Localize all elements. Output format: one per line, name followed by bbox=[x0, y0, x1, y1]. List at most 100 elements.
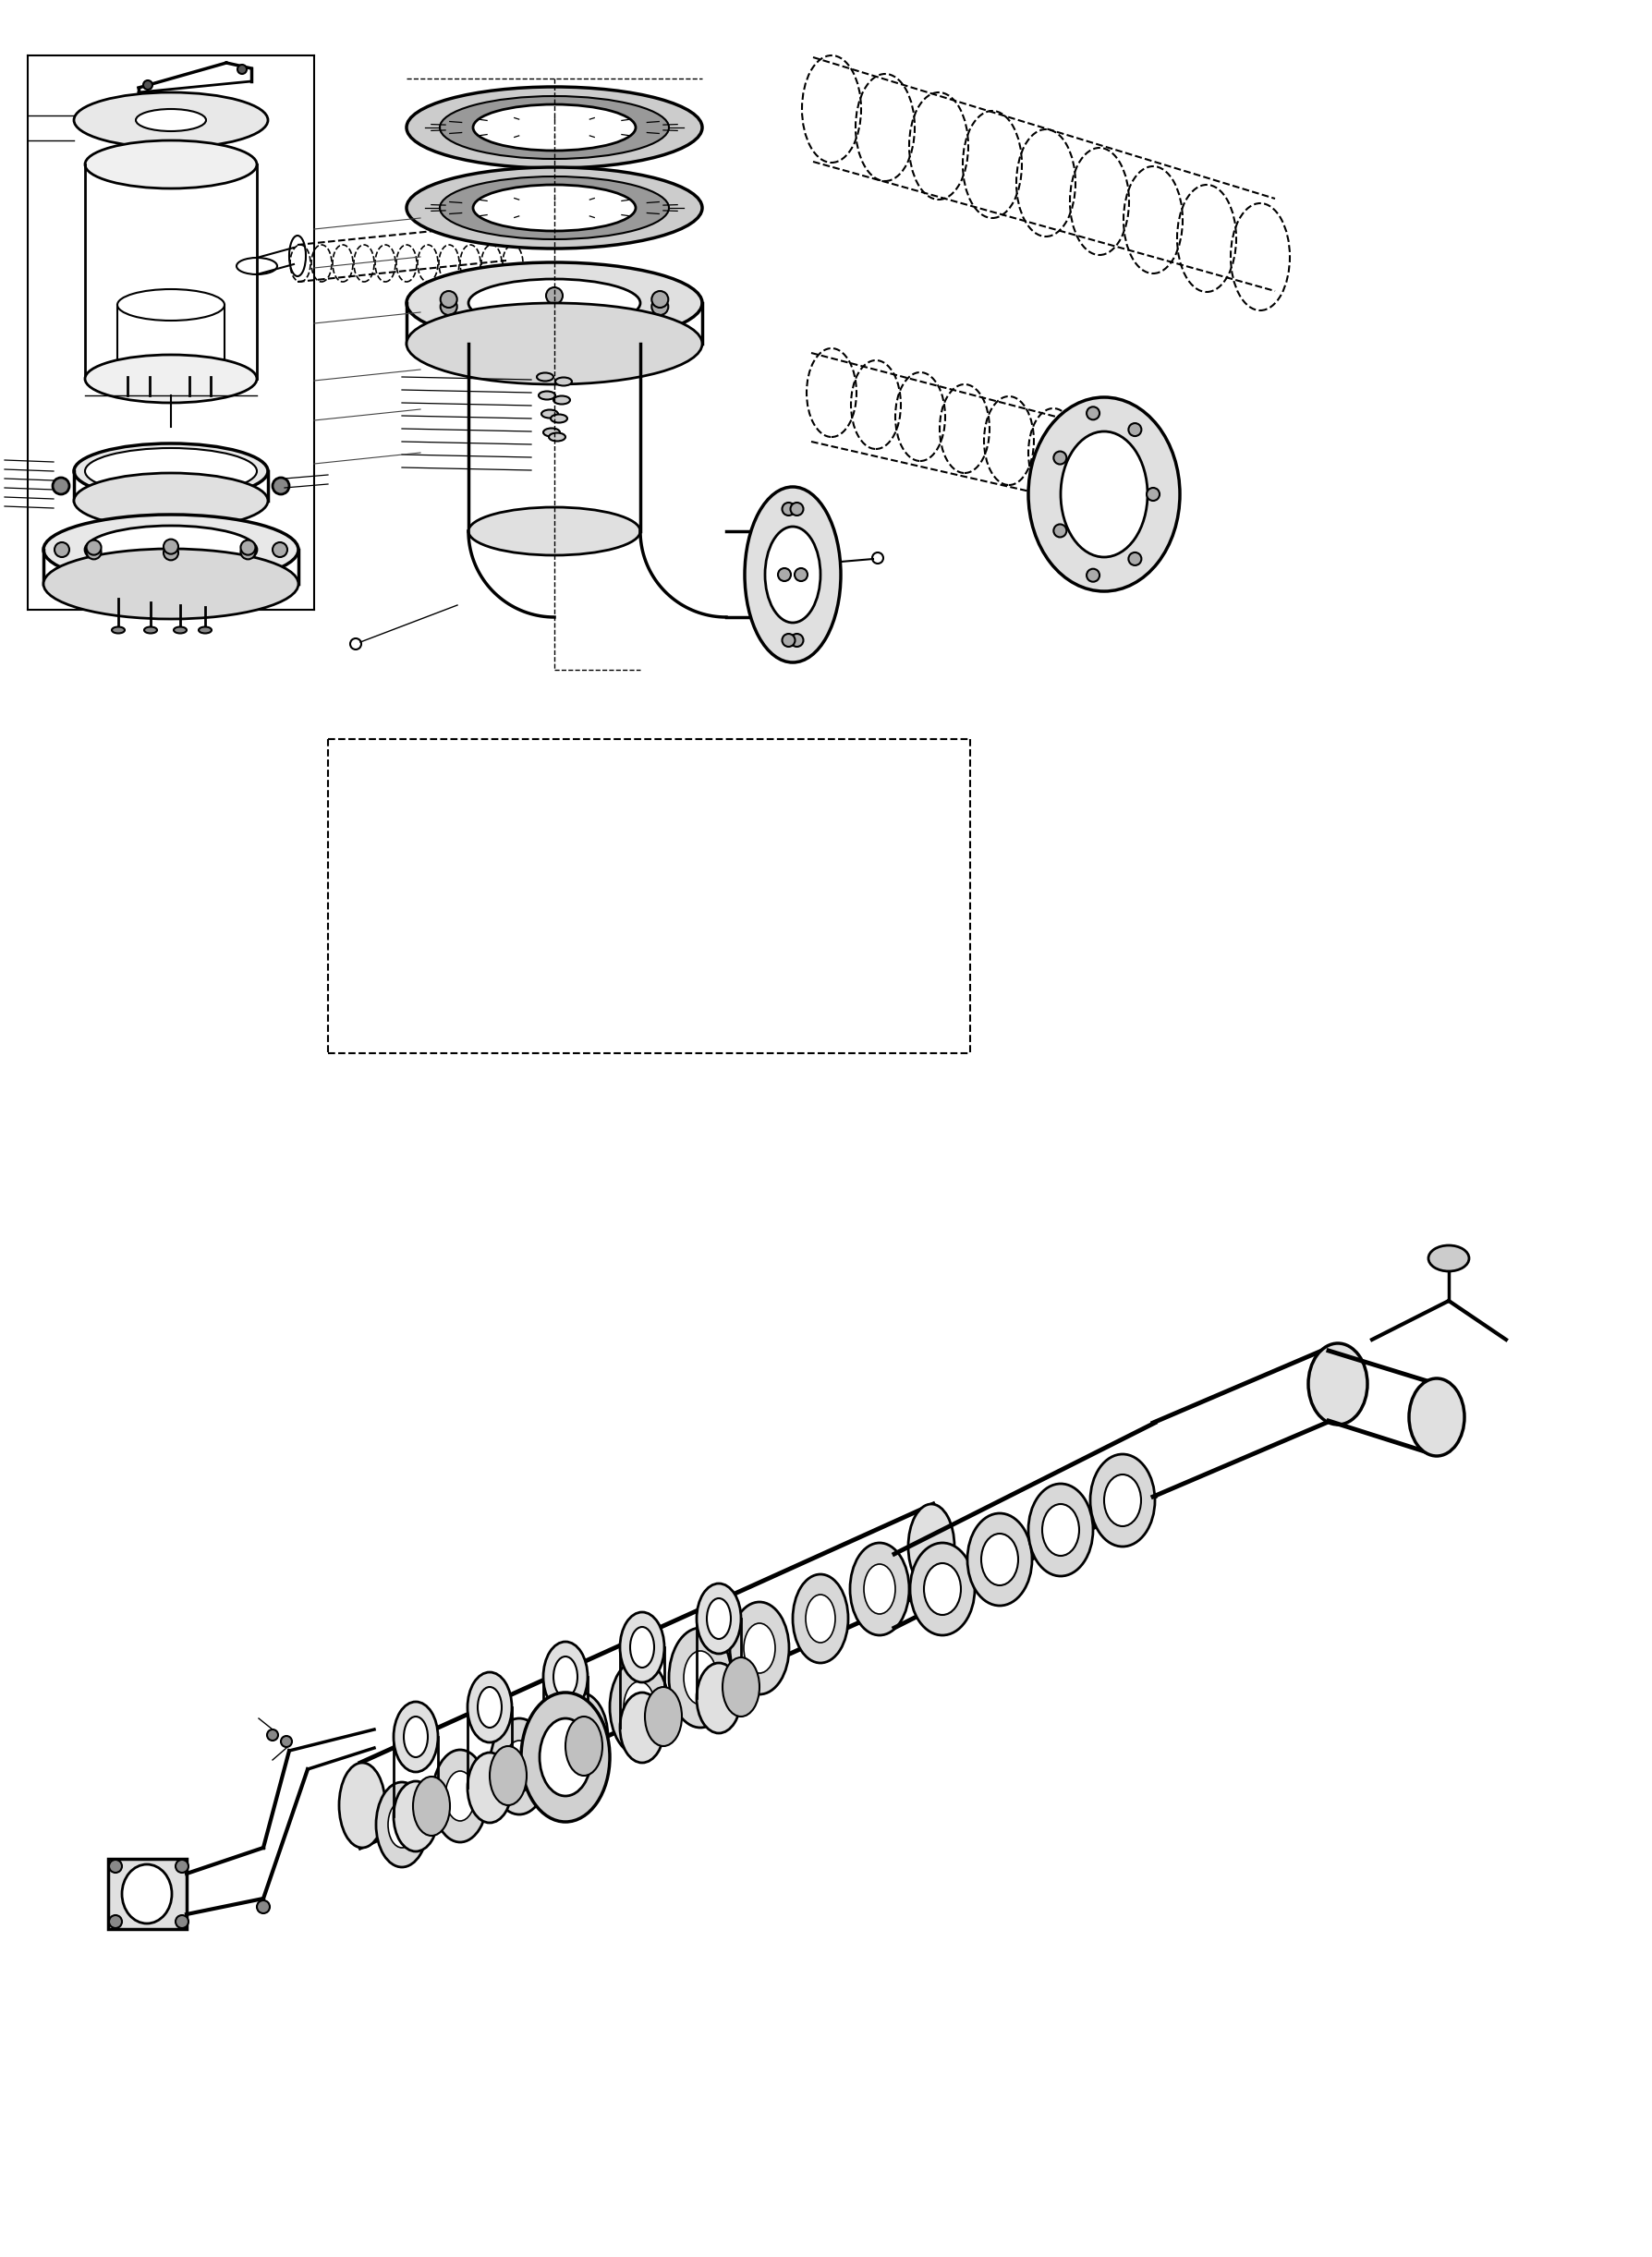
Ellipse shape bbox=[198, 627, 211, 634]
Ellipse shape bbox=[537, 372, 553, 381]
Ellipse shape bbox=[472, 185, 636, 230]
Ellipse shape bbox=[730, 1602, 790, 1695]
Circle shape bbox=[1087, 569, 1100, 582]
Ellipse shape bbox=[722, 1657, 760, 1718]
Circle shape bbox=[441, 291, 458, 307]
Ellipse shape bbox=[864, 1564, 895, 1614]
Ellipse shape bbox=[909, 1503, 955, 1589]
Ellipse shape bbox=[544, 429, 560, 436]
Ellipse shape bbox=[552, 1693, 608, 1781]
Ellipse shape bbox=[1028, 397, 1180, 591]
Ellipse shape bbox=[439, 176, 669, 239]
Circle shape bbox=[547, 287, 563, 305]
Ellipse shape bbox=[117, 289, 225, 320]
Circle shape bbox=[781, 503, 795, 515]
Circle shape bbox=[55, 542, 69, 557]
Ellipse shape bbox=[468, 1672, 512, 1742]
Ellipse shape bbox=[743, 1623, 775, 1672]
Ellipse shape bbox=[1090, 1454, 1155, 1546]
Ellipse shape bbox=[144, 627, 157, 634]
Ellipse shape bbox=[669, 1627, 732, 1727]
Ellipse shape bbox=[43, 548, 299, 618]
Ellipse shape bbox=[544, 1641, 588, 1711]
Circle shape bbox=[164, 546, 178, 560]
Ellipse shape bbox=[1061, 431, 1148, 557]
Circle shape bbox=[164, 539, 178, 553]
Ellipse shape bbox=[542, 411, 558, 418]
Circle shape bbox=[547, 302, 563, 318]
Circle shape bbox=[795, 569, 808, 580]
Ellipse shape bbox=[553, 395, 570, 404]
Circle shape bbox=[273, 542, 287, 557]
Ellipse shape bbox=[697, 1663, 742, 1733]
Ellipse shape bbox=[43, 515, 299, 585]
Ellipse shape bbox=[684, 1650, 717, 1704]
Ellipse shape bbox=[644, 1686, 682, 1747]
Ellipse shape bbox=[472, 104, 636, 151]
Ellipse shape bbox=[544, 1722, 588, 1792]
Ellipse shape bbox=[968, 1512, 1032, 1605]
Ellipse shape bbox=[550, 415, 567, 422]
Ellipse shape bbox=[981, 1533, 1018, 1584]
Circle shape bbox=[281, 1736, 292, 1747]
Ellipse shape bbox=[446, 1772, 474, 1821]
Ellipse shape bbox=[1104, 1474, 1142, 1526]
Circle shape bbox=[651, 298, 669, 316]
Ellipse shape bbox=[74, 442, 268, 499]
Ellipse shape bbox=[393, 1702, 438, 1772]
Circle shape bbox=[268, 1729, 278, 1740]
Ellipse shape bbox=[610, 1659, 669, 1756]
Ellipse shape bbox=[624, 1681, 656, 1733]
Ellipse shape bbox=[697, 1584, 742, 1654]
Ellipse shape bbox=[413, 1776, 449, 1835]
Circle shape bbox=[790, 503, 803, 515]
Ellipse shape bbox=[620, 1693, 664, 1763]
Ellipse shape bbox=[629, 1627, 654, 1668]
Ellipse shape bbox=[793, 1575, 847, 1663]
Circle shape bbox=[175, 1916, 188, 1927]
Ellipse shape bbox=[112, 627, 126, 634]
Ellipse shape bbox=[406, 302, 702, 384]
Ellipse shape bbox=[806, 1596, 836, 1643]
Ellipse shape bbox=[74, 93, 268, 147]
Ellipse shape bbox=[406, 262, 702, 343]
Ellipse shape bbox=[406, 86, 702, 167]
Ellipse shape bbox=[540, 1718, 591, 1797]
Ellipse shape bbox=[84, 140, 256, 190]
Ellipse shape bbox=[393, 1781, 438, 1851]
Ellipse shape bbox=[122, 1864, 172, 1923]
Circle shape bbox=[273, 478, 289, 494]
Ellipse shape bbox=[433, 1749, 487, 1842]
Ellipse shape bbox=[548, 433, 565, 440]
Circle shape bbox=[109, 1860, 122, 1873]
Ellipse shape bbox=[489, 1747, 527, 1806]
Ellipse shape bbox=[745, 488, 841, 661]
Circle shape bbox=[441, 298, 458, 316]
Ellipse shape bbox=[565, 1713, 595, 1760]
Ellipse shape bbox=[173, 627, 187, 634]
Circle shape bbox=[1087, 406, 1100, 420]
Circle shape bbox=[1054, 451, 1067, 465]
Ellipse shape bbox=[553, 1657, 578, 1697]
Ellipse shape bbox=[468, 1754, 512, 1824]
Ellipse shape bbox=[565, 1718, 603, 1776]
Circle shape bbox=[86, 544, 101, 560]
Ellipse shape bbox=[406, 167, 702, 248]
Circle shape bbox=[53, 478, 69, 494]
Circle shape bbox=[86, 539, 101, 555]
Bar bbox=[107, 1860, 187, 1930]
Ellipse shape bbox=[439, 97, 669, 158]
Circle shape bbox=[109, 1916, 122, 1927]
Circle shape bbox=[241, 544, 256, 560]
Ellipse shape bbox=[339, 1763, 385, 1848]
Ellipse shape bbox=[520, 1693, 610, 1821]
Ellipse shape bbox=[135, 108, 206, 131]
Ellipse shape bbox=[1028, 1483, 1094, 1575]
Ellipse shape bbox=[1042, 1503, 1079, 1555]
Ellipse shape bbox=[555, 377, 572, 386]
Ellipse shape bbox=[1308, 1343, 1368, 1424]
Ellipse shape bbox=[477, 1686, 502, 1727]
Circle shape bbox=[651, 291, 669, 307]
Circle shape bbox=[1146, 488, 1160, 501]
Ellipse shape bbox=[469, 508, 641, 555]
